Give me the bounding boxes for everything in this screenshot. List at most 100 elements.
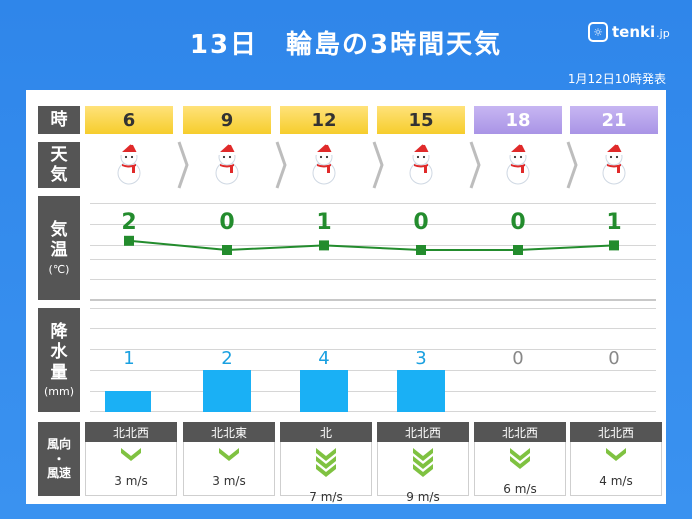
- temp-precip-separator: [90, 299, 656, 301]
- wind-direction-label: 北北東: [210, 425, 247, 440]
- tenki-logo[interactable]: ☼ tenki .jp: [588, 22, 670, 42]
- wind-direction-label: 北北西: [501, 425, 538, 440]
- temperature-point: [609, 240, 619, 251]
- temperature-point: [416, 245, 426, 255]
- precip-gridline: [90, 370, 656, 371]
- precipitation-value: 2: [221, 348, 233, 369]
- chevron-right-icon: [275, 140, 289, 190]
- temperature-point: [124, 235, 134, 246]
- row-label-wind: 風向 ・ 風速: [38, 422, 80, 496]
- hour-label: 21: [601, 109, 627, 131]
- wind-direction: 北北西: [377, 422, 469, 442]
- row-label-precip-line1: 降: [50, 321, 68, 342]
- precipitation-bar: [105, 391, 151, 412]
- temp-gridline: [90, 203, 656, 204]
- precipitation-value: 0: [608, 348, 620, 369]
- row-label-temp-unit: (℃): [48, 262, 70, 276]
- wind-speed: 4 m/s: [599, 474, 633, 488]
- row-label-wind-line2: ・: [52, 451, 65, 466]
- temperature-value: 0: [219, 210, 235, 235]
- wind-speed: 3 m/s: [114, 474, 148, 488]
- wind-arrow-icon: [509, 448, 531, 478]
- temperature-value: 2: [121, 210, 137, 235]
- precipitation-bar: [397, 370, 445, 412]
- hour-cell: 12: [280, 106, 368, 134]
- hour-label: 15: [408, 109, 434, 131]
- precip-gridline: [90, 349, 656, 350]
- precipitation-value: 1: [123, 348, 135, 369]
- wind-arrow-icon: [315, 448, 337, 486]
- row-label-wind-line3: 風速: [46, 466, 71, 481]
- row-label-temp-line1: 気: [50, 220, 68, 241]
- wind-direction: 北: [280, 422, 372, 442]
- temperature-point: [319, 240, 329, 251]
- temperature-point: [222, 245, 232, 255]
- wind-direction: 北北東: [183, 422, 275, 442]
- temp-gridline: [90, 279, 656, 280]
- wind-cell: 7 m/s: [280, 442, 372, 504]
- row-label-weather-line2: 気: [50, 165, 68, 185]
- logo-text: tenki: [612, 23, 656, 41]
- weather-cell: [280, 141, 368, 188]
- row-label-precip-unit: (mm): [43, 384, 74, 398]
- temperature-line: [128, 239, 615, 252]
- wind-cell: 6 m/s: [474, 442, 566, 496]
- wind-arrow-icon: [218, 448, 240, 470]
- wind-arrow-icon: [605, 448, 627, 470]
- weather-cell: [570, 141, 658, 189]
- row-label-time: 時: [38, 106, 80, 134]
- wind-cell: 3 m/s: [85, 442, 177, 496]
- snowman-icon: [592, 141, 636, 189]
- chevron-right-icon: [372, 140, 386, 190]
- logo-suffix: .jp: [656, 27, 670, 40]
- temperature-value: 0: [510, 210, 526, 235]
- precipitation-bar: [203, 370, 251, 412]
- precipitation-value: 4: [318, 348, 330, 369]
- precip-gridline: [90, 328, 656, 329]
- hour-cell: 21: [570, 106, 658, 134]
- chevron-right-icon: [566, 140, 580, 190]
- wind-arrow-icon: [120, 448, 142, 470]
- wind-speed: 3 m/s: [212, 474, 246, 488]
- row-label-precipitation: 降 水 量 (mm): [38, 308, 80, 412]
- temperature-point: [513, 245, 523, 255]
- weather-cell: [85, 141, 173, 189]
- temp-gridline: [90, 245, 656, 246]
- wind-direction: 北北西: [474, 422, 566, 442]
- hour-cell: 18: [474, 106, 562, 134]
- row-label-wind-line1: 風向: [46, 437, 71, 452]
- wind-direction-label: 北北西: [597, 425, 634, 440]
- hour-label: 18: [505, 109, 531, 131]
- sun-logo-icon: ☼: [588, 22, 608, 42]
- precipitation-value: 0: [512, 348, 524, 369]
- row-label-time-text: 時: [50, 109, 68, 130]
- precip-gridline: [90, 308, 656, 309]
- snowman-icon: [107, 141, 151, 189]
- wind-speed: 7 m/s: [309, 490, 343, 504]
- precip-gridline: [90, 391, 656, 392]
- hour-cell: 15: [377, 106, 465, 134]
- hour-label: 9: [220, 109, 234, 131]
- wind-direction: 北北西: [85, 422, 177, 442]
- weather-cell: [183, 141, 271, 189]
- temperature-value: 1: [606, 210, 622, 235]
- hour-cell: 6: [85, 106, 173, 134]
- weather-cell: [377, 141, 465, 189]
- row-label-temp-line2: 温: [50, 240, 68, 261]
- temperature-value: 0: [413, 210, 429, 235]
- snowman-icon: [205, 141, 249, 189]
- precipitation-value: 3: [415, 348, 427, 369]
- row-label-temperature: 気 温 (℃): [38, 196, 80, 300]
- wind-direction-label: 北北西: [404, 425, 441, 440]
- snowman-icon: [399, 141, 443, 189]
- snowman-icon: [496, 141, 540, 189]
- row-label-weather: 天 気: [38, 142, 80, 188]
- temp-gridline: [90, 259, 656, 260]
- wind-direction: 北北西: [570, 422, 662, 442]
- wind-cell: 9 m/s: [377, 442, 469, 504]
- forecast-panel: 時 天 気 気 温 (℃) 降 水 量 (mm) 風向 ・ 風速: [26, 90, 666, 504]
- page-title: 13日 輪島の3時間天気: [189, 30, 503, 60]
- wind-arrow-icon: [412, 448, 434, 486]
- hour-cell: 9: [183, 106, 271, 134]
